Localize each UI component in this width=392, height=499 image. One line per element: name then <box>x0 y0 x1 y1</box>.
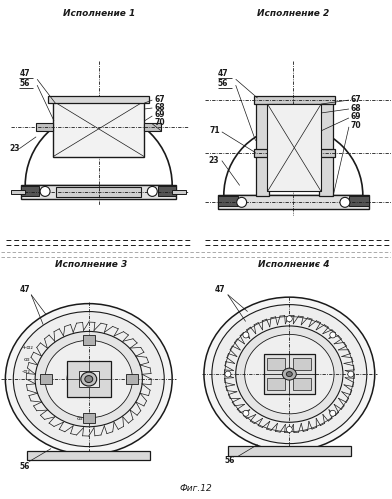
Bar <box>56 188 142 198</box>
Text: -α₂: -α₂ <box>21 369 30 374</box>
Bar <box>158 187 176 197</box>
Ellipse shape <box>282 368 296 380</box>
Bar <box>228 446 351 456</box>
Circle shape <box>286 316 292 322</box>
Circle shape <box>330 332 336 338</box>
Ellipse shape <box>204 297 375 451</box>
Ellipse shape <box>245 334 334 414</box>
Text: 67: 67 <box>351 95 361 104</box>
Circle shape <box>147 187 157 197</box>
Bar <box>256 101 269 197</box>
Circle shape <box>225 371 231 377</box>
Bar <box>293 358 311 370</box>
Text: α₂: α₂ <box>77 416 83 421</box>
Ellipse shape <box>81 372 97 386</box>
Text: 23: 23 <box>208 156 218 165</box>
Circle shape <box>340 198 350 207</box>
Bar <box>218 196 369 209</box>
Circle shape <box>348 371 354 377</box>
Bar <box>263 354 315 394</box>
Text: 47: 47 <box>19 69 30 78</box>
Bar <box>126 374 138 384</box>
Text: Исполнение 3: Исполнение 3 <box>54 260 127 269</box>
Ellipse shape <box>45 340 132 418</box>
Text: 67: 67 <box>154 95 165 104</box>
Text: 71: 71 <box>210 126 221 135</box>
Text: 47: 47 <box>218 69 229 78</box>
Text: Фиг.12: Фиг.12 <box>180 484 212 493</box>
Circle shape <box>330 410 336 416</box>
Bar <box>293 378 311 390</box>
Text: 23: 23 <box>9 144 20 153</box>
Text: 68: 68 <box>154 102 165 111</box>
Ellipse shape <box>85 376 93 383</box>
Ellipse shape <box>286 372 292 377</box>
Bar <box>83 413 95 423</box>
Bar <box>79 371 99 387</box>
Ellipse shape <box>5 303 172 455</box>
Bar <box>218 197 238 206</box>
Bar <box>254 96 335 104</box>
Bar <box>172 191 186 195</box>
Bar <box>349 197 369 206</box>
Circle shape <box>286 427 292 433</box>
Circle shape <box>237 198 247 207</box>
Ellipse shape <box>212 304 367 444</box>
Text: +α₂: +α₂ <box>21 345 33 350</box>
Text: 70: 70 <box>154 118 165 127</box>
Text: 69: 69 <box>351 112 361 121</box>
Text: Исполнениє 4: Исполнениє 4 <box>258 260 329 269</box>
Bar <box>53 101 144 157</box>
Text: α₂: α₂ <box>23 357 30 362</box>
Bar <box>40 374 52 384</box>
Text: 56: 56 <box>19 462 30 471</box>
Bar <box>267 378 285 390</box>
Text: Исполнение 2: Исполнение 2 <box>257 9 329 18</box>
Bar <box>67 361 111 397</box>
Bar <box>254 149 335 157</box>
Bar <box>267 104 321 192</box>
Ellipse shape <box>35 331 142 427</box>
Text: 70: 70 <box>351 121 361 130</box>
Bar <box>267 358 285 370</box>
Circle shape <box>243 410 249 416</box>
Bar <box>144 123 161 131</box>
Bar <box>319 101 333 197</box>
Ellipse shape <box>236 326 343 422</box>
Bar <box>21 186 176 200</box>
Text: 56: 56 <box>19 79 30 88</box>
Bar <box>21 187 39 197</box>
Circle shape <box>243 332 249 338</box>
Text: 69: 69 <box>154 110 165 119</box>
Text: 56: 56 <box>218 79 228 88</box>
Ellipse shape <box>13 311 164 447</box>
Text: Исполнение 1: Исполнение 1 <box>63 9 135 18</box>
Text: 56: 56 <box>225 456 235 465</box>
Bar <box>36 123 53 131</box>
Bar <box>27 451 150 461</box>
Text: 68: 68 <box>351 103 361 112</box>
Circle shape <box>40 187 50 197</box>
Text: 47: 47 <box>215 285 225 294</box>
Bar <box>48 96 149 103</box>
Bar <box>11 191 25 195</box>
Text: 47: 47 <box>19 285 30 294</box>
Bar <box>83 335 95 345</box>
